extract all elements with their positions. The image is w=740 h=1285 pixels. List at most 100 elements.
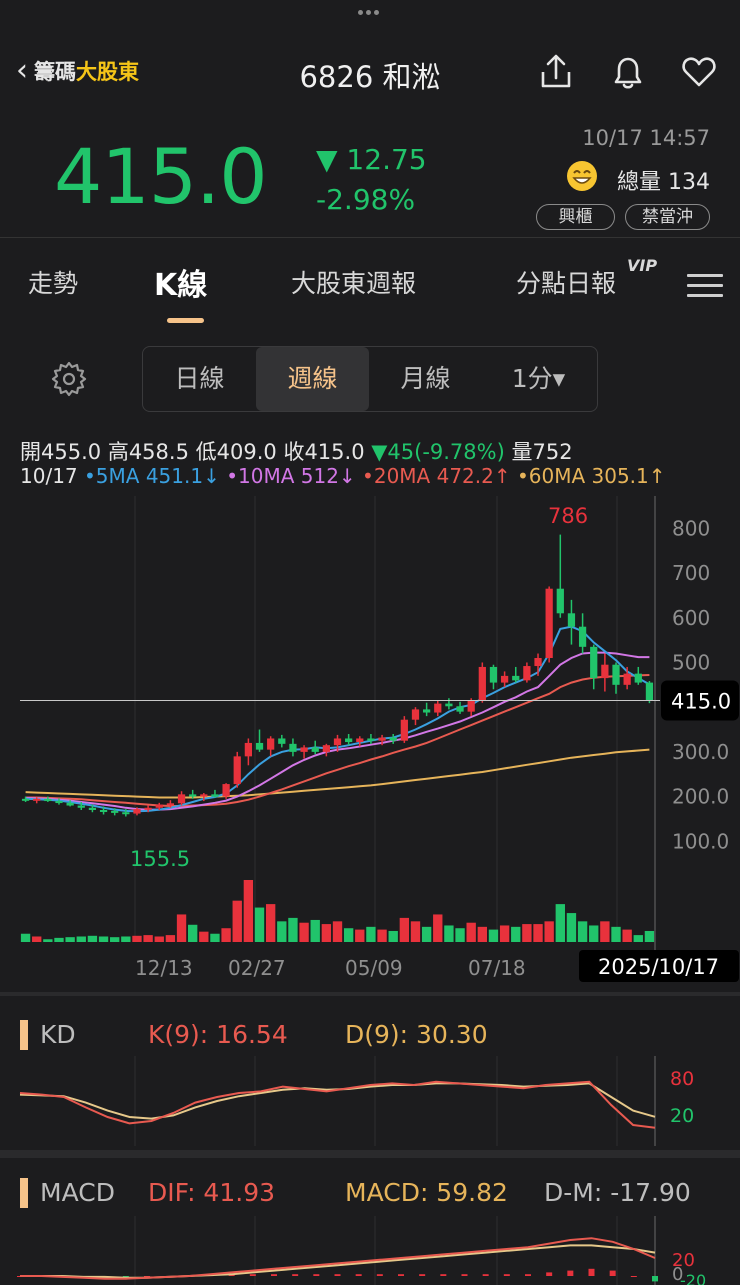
candle-body [267, 738, 275, 750]
ma20-line [25, 674, 650, 807]
macd-signal-line [20, 1244, 656, 1279]
volume-bar [277, 921, 287, 942]
macd-hist-bar [525, 1274, 531, 1276]
candle-body [278, 738, 286, 744]
gear-icon[interactable] [50, 360, 88, 398]
y-tick-label: 200.0 [672, 785, 729, 809]
kd-d-line [19, 1082, 656, 1120]
tab-kline[interactable]: K線 [154, 268, 208, 303]
candle-body [423, 709, 431, 713]
x-tick-label: 12/13 [135, 956, 193, 980]
volume-bar [589, 925, 599, 942]
tab-branch-daily[interactable]: 分點日報 [516, 269, 617, 298]
macd-hist-bar [567, 1270, 574, 1276]
macd-dif-line [20, 1237, 656, 1280]
volume-bar [611, 926, 621, 942]
kd-panel: KD K(9): 16.54 D(9): 30.30 80 20 [0, 996, 740, 1150]
kd-d-value: D(9): 30.30 [345, 1020, 488, 1049]
volume-bar [232, 900, 242, 942]
volume-bar [377, 929, 387, 942]
macd-hist-bar [419, 1274, 426, 1276]
volume-bar [32, 936, 42, 942]
volume-bar [132, 935, 142, 942]
total-volume: 總量 134 [617, 170, 710, 195]
volume-bar [176, 914, 187, 942]
kd-chart[interactable]: 80 20 [0, 1056, 740, 1146]
volume-bar [644, 930, 655, 942]
volume-bar [600, 921, 610, 942]
macd-hist-bar [122, 1276, 129, 1277]
sheet-grabber[interactable] [358, 0, 382, 15]
menu-icon[interactable] [687, 274, 723, 297]
period-selector: 日線 週線 月線 1分▾ [142, 346, 598, 412]
back-button[interactable]: ‹ 籌碼 大股東 [16, 56, 139, 86]
candle-body [21, 798, 30, 801]
high-marker: 786 [548, 504, 588, 528]
kd-tick-80: 80 [670, 1068, 694, 1090]
period-weekly[interactable]: 週線 [256, 347, 369, 411]
macd-hist-bar [398, 1274, 404, 1276]
volume-bar [143, 935, 153, 942]
volume-bar [622, 929, 632, 942]
candle-body [411, 709, 420, 720]
macd-macd-value: MACD: 59.82 [345, 1178, 508, 1207]
volume-bar [399, 917, 410, 942]
current-price-tag [661, 680, 739, 721]
candle-body [534, 658, 542, 667]
volume-bar [332, 921, 343, 942]
macd-hist-bar [292, 1274, 299, 1276]
quote-header: 415.0 ▼ 12.75 -2.98% 10/17 14:57 總量 134 … [0, 118, 740, 236]
candle-body [333, 738, 342, 746]
share-icon[interactable] [534, 50, 578, 94]
y-tick-label: 300.0 [672, 740, 729, 764]
section-marker [20, 1020, 28, 1050]
tab-major-holders-weekly[interactable]: 大股東週報 [291, 269, 417, 298]
candle-body [155, 804, 163, 808]
candle-body [567, 613, 576, 627]
candle-body [345, 738, 353, 743]
volume-bar [433, 914, 443, 942]
macd-hist-bar [652, 1276, 658, 1282]
heart-icon[interactable] [677, 50, 721, 94]
candle-body [244, 742, 252, 757]
candle-body [99, 810, 108, 812]
candle-body [211, 794, 219, 797]
ma20-value: •20MA 472.2↑ [362, 464, 511, 488]
candle-body [166, 803, 175, 806]
candle-body [400, 719, 408, 741]
main-tabs: 走勢 K線 大股東週報 分點日報 VIP [0, 238, 740, 326]
volume-bar [555, 904, 565, 942]
y-tick-label: 800 [672, 516, 710, 540]
candle-body [500, 675, 509, 683]
period-monthly[interactable]: 月線 [400, 364, 451, 393]
candle-body [434, 703, 442, 713]
volume-bar [20, 933, 31, 942]
macd-chart[interactable]: 200-20 [0, 1216, 740, 1285]
candlestick-chart[interactable]: 800 700 600 500 300.0 200.0 100.0 415.0 786 155.5… [0, 496, 740, 986]
volume-bar [488, 929, 499, 942]
kd-k-value: K(9): 16.54 [148, 1020, 288, 1049]
quote-time: 10/17 14:57 [582, 126, 710, 150]
kd-k-line [19, 1080, 656, 1129]
tab-trend[interactable]: 走勢 [28, 269, 79, 298]
volume-bar [310, 919, 320, 942]
volume-bar [254, 907, 265, 942]
x-tick-label: 07/18 [468, 956, 526, 980]
market-tag: 興櫃 [536, 204, 615, 230]
candle-body [88, 807, 97, 810]
bell-icon[interactable] [606, 50, 650, 94]
candle-body [177, 794, 186, 804]
candle-body [612, 664, 620, 685]
low-value: 409.0 [216, 440, 277, 464]
period-minute-dropdown[interactable]: 1分▾ [511, 364, 566, 393]
daytrade-tag: 禁當沖 [625, 204, 710, 230]
volume-bar [321, 924, 332, 942]
volume-bar [533, 924, 543, 942]
period-daily[interactable]: 日線 [174, 364, 225, 393]
macd-hist-bar [376, 1274, 383, 1276]
volume-bar [76, 936, 86, 942]
candle-body [512, 675, 520, 681]
volume-bar [444, 925, 454, 942]
macd-hist-bar [334, 1274, 341, 1276]
candle-body [590, 646, 598, 679]
